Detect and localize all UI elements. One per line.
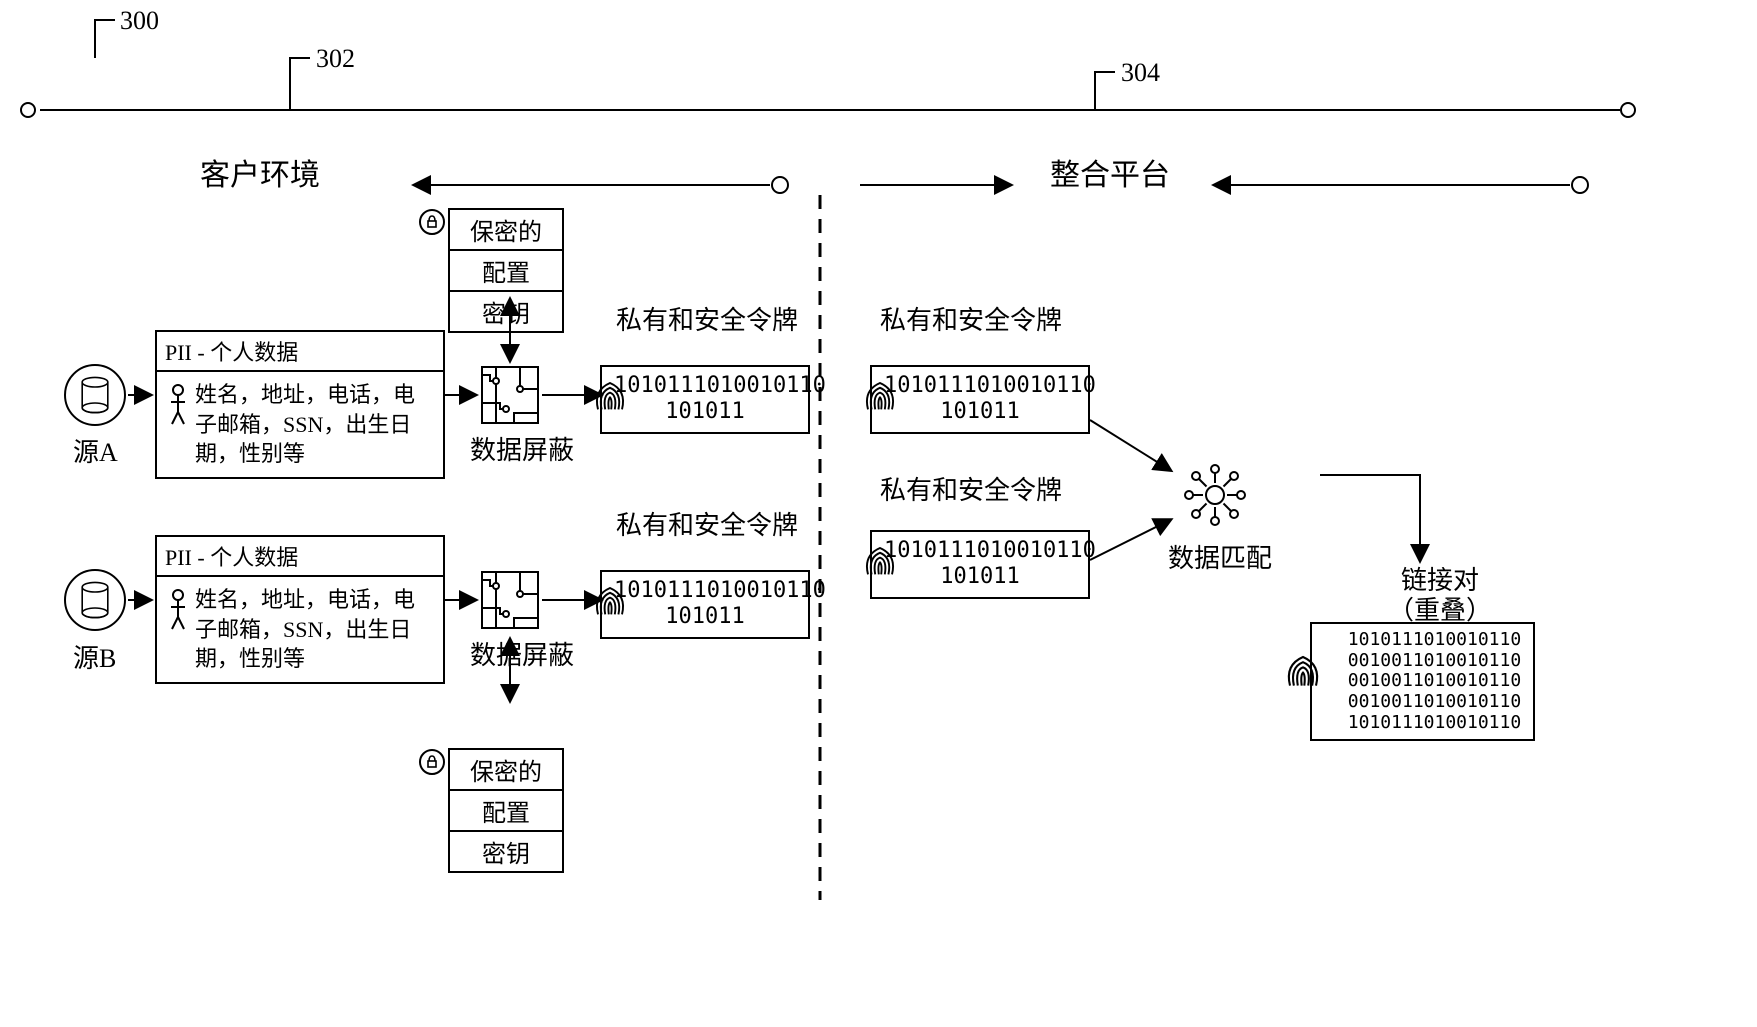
token-label-int-b: 私有和安全令牌 [880, 470, 1062, 507]
pii-body-a: 姓名，地址，电话，电子邮箱，SSN，出生日期，性别等 [157, 372, 443, 477]
confidential-bottom-row1: 配置 [450, 789, 562, 830]
pii-body-b: 姓名，地址，电话，电子邮箱，SSN，出生日期，性别等 [157, 577, 443, 682]
token-int-a-l1: 1010111010010110 [884, 373, 1076, 399]
token-client-a-l2: 101011 [614, 399, 796, 425]
confidential-top-title: 保密的 [450, 210, 562, 249]
confidential-bottom-row2: 密钥 [450, 830, 562, 871]
linkpair-row-2: 0010011010010110 [1342, 671, 1527, 692]
confidential-top-row1: 配置 [450, 249, 562, 290]
data-match-label: 数据匹配 [1168, 538, 1272, 575]
section-integration-platform: 整合平台 [1050, 150, 1170, 194]
confidential-bottom-title: 保密的 [450, 750, 562, 789]
linkpair-row-1: 0010011010010110 [1342, 651, 1527, 672]
confidential-top: 保密的 配置 密钥 [448, 208, 564, 333]
ref-304: 304 [1121, 58, 1160, 88]
token-label-int-a: 私有和安全令牌 [880, 300, 1062, 337]
token-box-client-a: 1010111010010110 101011 [600, 365, 810, 434]
token-box-client-b: 1010111010010110 101011 [600, 570, 810, 639]
pii-header-b: PII - 个人数据 [157, 537, 443, 577]
confidential-bottom: 保密的 配置 密钥 [448, 748, 564, 873]
masking-label-a: 数据屏蔽 [470, 430, 574, 467]
pii-box-b: PII - 个人数据 姓名，地址，电话，电子邮箱，SSN，出生日期，性别等 [155, 535, 445, 684]
source-b-label: 源B [73, 638, 116, 675]
token-label-client-b: 私有和安全令牌 [616, 505, 798, 542]
linkpair-row-4: 1010111010010110 [1342, 713, 1527, 734]
token-client-a-l1: 1010111010010110 [614, 373, 796, 399]
confidential-top-row2: 密钥 [450, 290, 562, 331]
token-client-b-l2: 101011 [614, 604, 796, 630]
token-int-b-l1: 1010111010010110 [884, 538, 1076, 564]
source-a-label: 源A [73, 432, 118, 469]
pii-header-a: PII - 个人数据 [157, 332, 443, 372]
token-int-b-l2: 101011 [884, 564, 1076, 590]
token-client-b-l1: 1010111010010110 [614, 578, 796, 604]
token-int-a-l2: 101011 [884, 399, 1076, 425]
ref-302: 302 [316, 44, 355, 74]
token-box-int-a: 1010111010010110 101011 [870, 365, 1090, 434]
masking-label-b: 数据屏蔽 [470, 635, 574, 672]
section-client-env: 客户环境 [200, 150, 320, 194]
linkpair-row-3: 0010011010010110 [1342, 692, 1527, 713]
token-box-int-b: 1010111010010110 101011 [870, 530, 1090, 599]
linkpair-box: 1010111010010110 0010011010010110 001001… [1310, 622, 1535, 741]
linkpair-row-0: 1010111010010110 [1342, 630, 1527, 651]
token-label-client-a: 私有和安全令牌 [616, 300, 798, 337]
pii-box-a: PII - 个人数据 姓名，地址，电话，电子邮箱，SSN，出生日期，性别等 [155, 330, 445, 479]
ref-300: 300 [120, 6, 159, 36]
